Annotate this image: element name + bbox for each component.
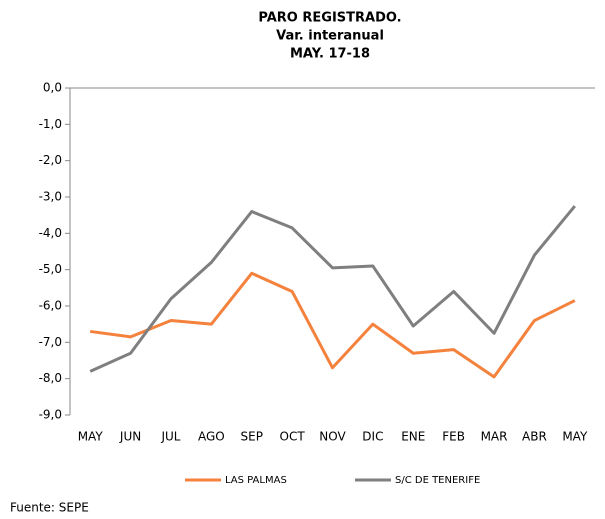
line-series xyxy=(89,205,576,373)
x-tick-label: DIC xyxy=(362,430,383,444)
x-tick-label: FEB xyxy=(442,430,465,444)
legend-label: LAS PALMAS xyxy=(225,475,287,486)
x-tick-label: NOV xyxy=(319,430,346,444)
y-tick-label: -1,0 xyxy=(39,117,62,131)
y-tick-label: -5,0 xyxy=(39,262,62,276)
y-tick-label: -8,0 xyxy=(39,371,62,385)
source-note: Fuente: SEPE xyxy=(10,501,89,515)
chart-title: PARO REGISTRADO. xyxy=(258,11,401,26)
x-tick-label: OCT xyxy=(280,430,306,444)
x-tick-label: MAY xyxy=(78,430,104,444)
legend-label: S/C DE TENERIFE xyxy=(395,475,480,486)
line-series xyxy=(89,271,576,379)
x-tick-label: JUL xyxy=(160,430,180,444)
x-tick-label: ABR xyxy=(522,430,547,444)
x-tick-label: AGO xyxy=(198,430,225,444)
x-tick-label: ENE xyxy=(401,430,425,444)
x-tick-label: SEP xyxy=(241,430,263,444)
y-tick-label: -3,0 xyxy=(39,190,62,204)
y-tick-label: -2,0 xyxy=(39,153,62,167)
chart-title: Var. interanual xyxy=(276,29,384,44)
y-tick-label: -6,0 xyxy=(39,299,62,313)
y-tick-label: -7,0 xyxy=(39,335,62,349)
x-tick-label: JUN xyxy=(119,430,141,444)
y-tick-label: -9,0 xyxy=(39,408,62,422)
y-tick-label: 0,0 xyxy=(43,81,62,95)
chart-title: MAY. 17-18 xyxy=(290,47,370,62)
y-tick-label: -4,0 xyxy=(39,226,62,240)
x-tick-label: MAY xyxy=(562,430,588,444)
x-tick-label: MAR xyxy=(481,430,508,444)
